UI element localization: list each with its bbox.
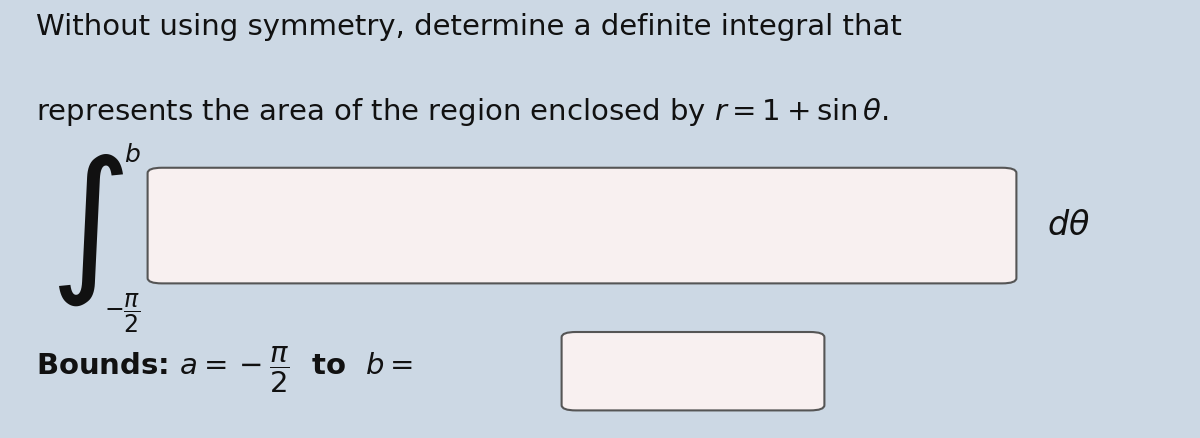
Text: $d\theta$: $d\theta$: [1046, 209, 1090, 242]
Text: Without using symmetry, determine a definite integral that: Without using symmetry, determine a defi…: [36, 13, 902, 41]
FancyBboxPatch shape: [562, 332, 824, 410]
Text: represents the area of the region enclosed by $r = 1 + \sin\theta$.: represents the area of the region enclos…: [36, 96, 888, 128]
Text: $\int$: $\int$: [49, 152, 124, 308]
Text: $-\dfrac{\pi}{2}$: $-\dfrac{\pi}{2}$: [104, 291, 140, 335]
FancyBboxPatch shape: [148, 168, 1016, 283]
Text: $b$: $b$: [124, 144, 140, 167]
Text: Bounds: $a = -\dfrac{\pi}{2}$  to  $b =$: Bounds: $a = -\dfrac{\pi}{2}$ to $b =$: [36, 345, 413, 395]
